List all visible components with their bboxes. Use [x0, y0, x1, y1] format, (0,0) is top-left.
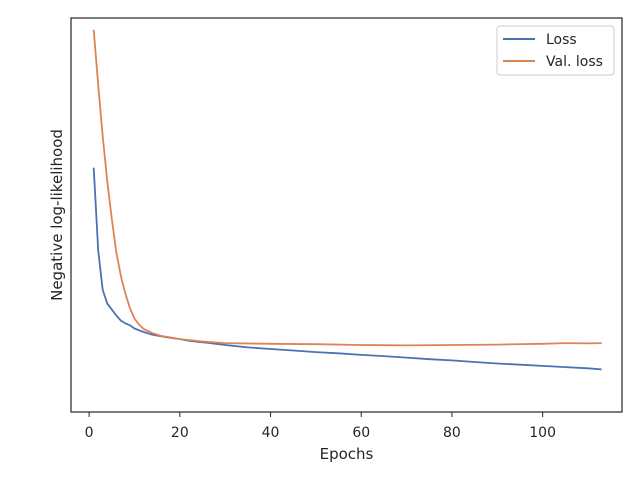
legend-label-loss: Loss — [546, 32, 577, 48]
legend: Loss Val. loss — [496, 25, 615, 76]
plot-area — [70, 17, 623, 413]
x-tick-label: 0 — [85, 425, 94, 441]
x-tick-label: 80 — [443, 425, 461, 441]
series-layer — [92, 29, 602, 371]
series-line-loss — [92, 167, 602, 371]
x-axis-ticks: 0 20 40 60 80 100 — [85, 412, 556, 441]
x-tick-label: 40 — [262, 425, 280, 441]
x-axis-label: Epochs — [320, 445, 374, 463]
x-tick-label: 60 — [352, 425, 370, 441]
x-tick-label: 20 — [171, 425, 189, 441]
legend-label-val-loss: Val. loss — [546, 54, 603, 70]
series-line-val-loss — [92, 29, 602, 347]
x-tick-label: 100 — [529, 425, 556, 441]
y-axis-label: Negative log-likelihood — [48, 129, 66, 301]
